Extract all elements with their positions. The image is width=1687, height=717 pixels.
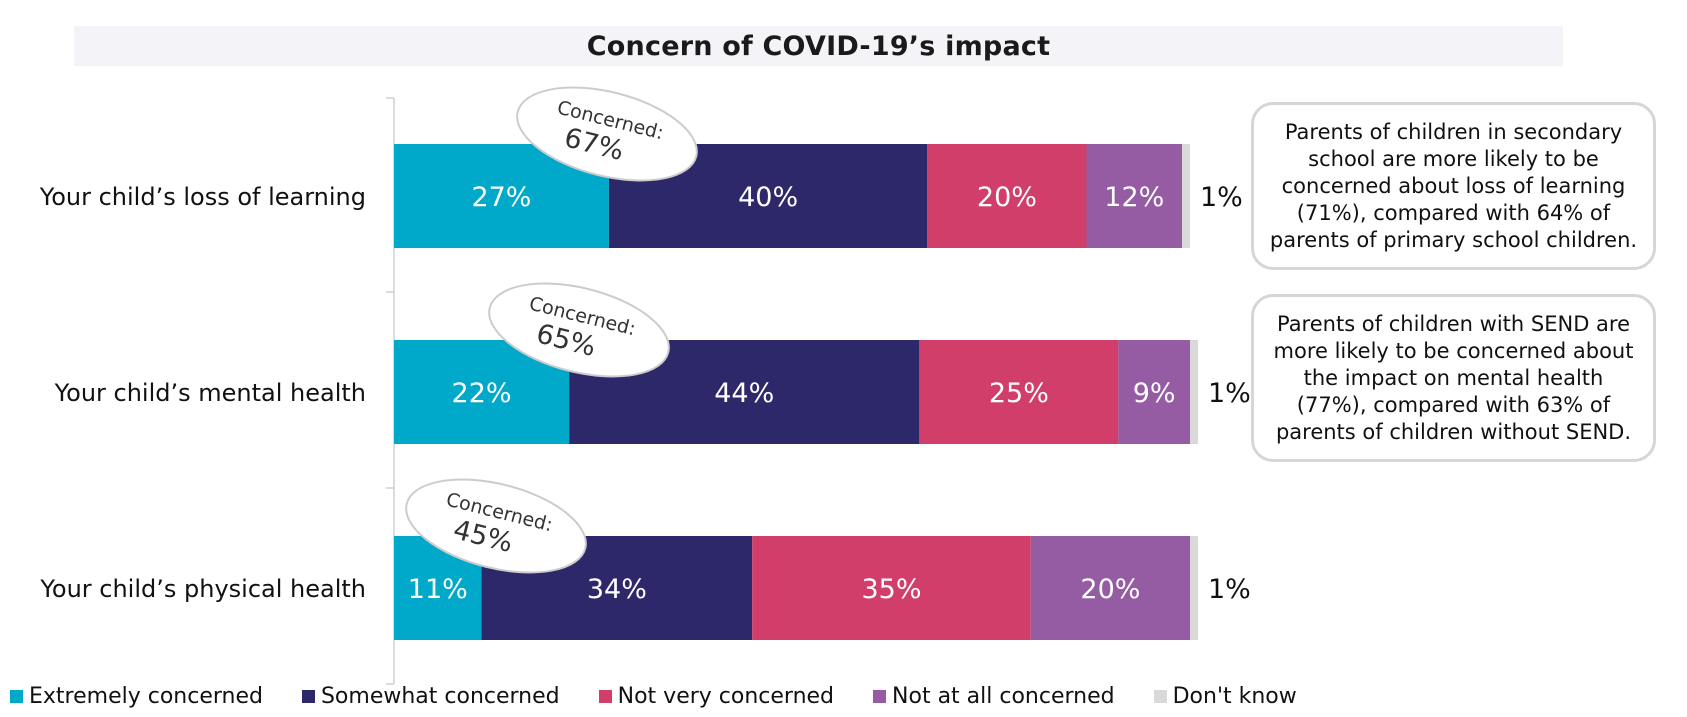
concerned-callout-bubble [488,282,670,378]
legend-label: Not very concerned [617,684,835,709]
legend-swatch [301,690,315,703]
data-label: 27% [471,182,531,213]
chart-legend: Extremely concerned Somewhat concerned Not… [10,684,1336,709]
concerned-callout-bubble [405,478,587,574]
bar-segment [919,340,1119,444]
data-label: 44% [714,378,774,409]
legend-swatch [598,690,612,703]
legend-item: Not at all concerned [873,684,1115,709]
bar-segment [1190,536,1198,640]
note-text: Parents of children in secondary school … [1269,120,1638,252]
bar-segment [1118,340,1190,444]
bar-segment [1190,340,1198,444]
legend-item: Not very concerned [598,684,835,709]
legend-swatch [1153,690,1167,703]
data-label: 40% [738,182,798,213]
legend-swatch [10,690,23,703]
concerned-callout-bubble [516,86,698,182]
legend-label: Extremely concerned [29,684,263,709]
bar-segment [1182,144,1190,248]
note-text: Parents of children with SEND are more l… [1273,312,1634,444]
bar-segment [752,536,1031,640]
legend-label: Don't know [1172,684,1297,709]
data-label: 11% [408,574,468,605]
legend-item: Somewhat concerned [301,684,560,709]
data-label: 12% [1104,182,1164,213]
legend-label: Not at all concerned [892,684,1115,709]
legend-label: Somewhat concerned [320,684,560,709]
legend-swatch [873,690,887,703]
chart-title-bar: Concern of COVID-19’s impact [74,26,1563,66]
data-label: 9% [1133,378,1176,409]
data-label: 34% [587,574,647,605]
note-box-mental-health: Parents of children with SEND are more l… [1251,294,1656,462]
chart-title: Concern of COVID-19’s impact [586,30,1051,62]
category-label: Your child’s physical health [39,575,366,603]
category-label: Your child’s mental health [54,379,366,407]
data-label: 20% [1080,574,1140,605]
legend-item: Extremely concerned [10,684,263,709]
data-label: 35% [861,574,921,605]
data-label: 22% [452,378,512,409]
bar-segment [927,144,1087,248]
data-label: 25% [989,378,1049,409]
data-label: 1% [1200,182,1243,213]
note-box-loss-of-learning: Parents of children in secondary school … [1251,102,1656,270]
legend-item: Don't know [1153,684,1297,709]
bar-segment [1030,536,1190,640]
bar-segment [1086,144,1183,248]
data-label: 1% [1208,574,1251,605]
data-label: 1% [1208,378,1251,409]
data-label: 20% [977,182,1037,213]
category-label: Your child’s loss of learning [39,183,366,211]
